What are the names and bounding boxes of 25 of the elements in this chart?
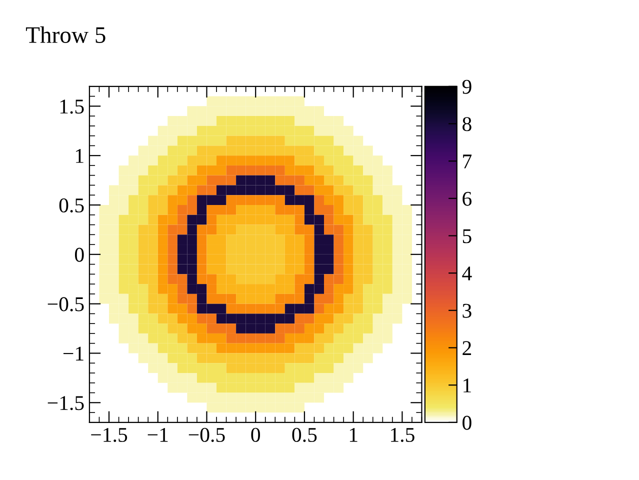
color-bar-label: 3 <box>462 304 472 318</box>
x-tick-label: −1.5 <box>91 428 128 442</box>
color-bar-label: 1 <box>464 378 471 392</box>
y-tick-label: 1 <box>76 149 84 163</box>
color-bar-label: 0 <box>462 416 472 430</box>
y-tick-label: −1 <box>63 346 84 360</box>
color-bar-label: 9 <box>462 80 472 94</box>
color-bar-label: 5 <box>462 229 472 244</box>
color-bar-label: 2 <box>462 341 472 355</box>
x-tick-label: −1 <box>148 428 168 442</box>
y-tick-label: 0.5 <box>59 198 84 213</box>
chart-title: Throw 5 <box>26 26 106 44</box>
color-bar-label: 6 <box>462 192 472 206</box>
color-bar-label: 7 <box>463 154 472 168</box>
x-tick-label: 0 <box>251 428 260 442</box>
x-tick-label: 0.5 <box>292 428 317 442</box>
y-tick-label: −0.5 <box>48 297 84 312</box>
x-tick-label: 1 <box>350 428 358 442</box>
color-bar-label: 4 <box>462 266 472 280</box>
y-tick-label: −1.5 <box>48 396 84 410</box>
y-tick-label: 1.5 <box>60 100 84 114</box>
x-tick-label: −0.5 <box>188 428 225 442</box>
color-bar-label: 8 <box>462 117 472 132</box>
x-tick-label: 1.5 <box>391 428 414 442</box>
y-tick-label: 0 <box>74 248 84 262</box>
